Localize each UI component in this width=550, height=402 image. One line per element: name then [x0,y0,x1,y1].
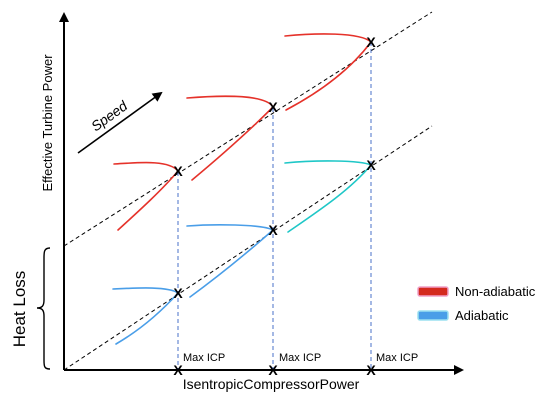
max-marker-non-adiabatic-3: X [366,34,376,50]
legend-label-adiabatic: Adiabatic [455,308,509,323]
max-marker-axis-2: X [268,362,278,378]
max-icp-label-3: Max ICP [376,352,418,364]
max-marker-non-adiabatic-1: X [173,163,183,179]
non-adiabatic-curve-2 [186,95,274,181]
legend: Non-adiabatic Adiabatic [417,284,536,323]
non-adiabatic-curve-1 [113,161,179,231]
legend-label-non-adiabatic: Non-adiabatic [455,284,536,299]
speed-arrow [77,91,163,154]
max-marker-adiabatic-2: X [268,222,278,238]
max-marker-adiabatic-1: X [173,285,183,301]
speed-label: Speed [88,97,131,134]
x-axis-label: IsentropicCompressorPower [183,376,360,392]
max-marker-adiabatic-3: X [366,157,376,173]
adiabatic-curve-2 [186,224,274,298]
max-marker-axis-1: X [173,362,183,378]
adiabatic-curve-3 [284,160,372,233]
max-icp-label-2: Max ICP [279,352,321,364]
y-axis-label: Effective Turbine Power [40,54,55,192]
legend-swatch-adiabatic [417,310,449,321]
max-icp-label-1: Max ICP [183,352,225,364]
adiabatic-max-line [63,125,433,371]
heat-loss-label: Heat Loss [10,271,29,348]
max-marker-axis-3: X [366,362,376,378]
non-adiabatic-max-line [63,11,433,247]
legend-swatch-non-adiabatic [417,286,449,297]
adiabatic-curve-1 [112,287,179,345]
max-marker-non-adiabatic-2: X [268,99,278,115]
heat-loss-brace [36,247,51,370]
non-adiabatic-curve-3 [284,33,372,111]
